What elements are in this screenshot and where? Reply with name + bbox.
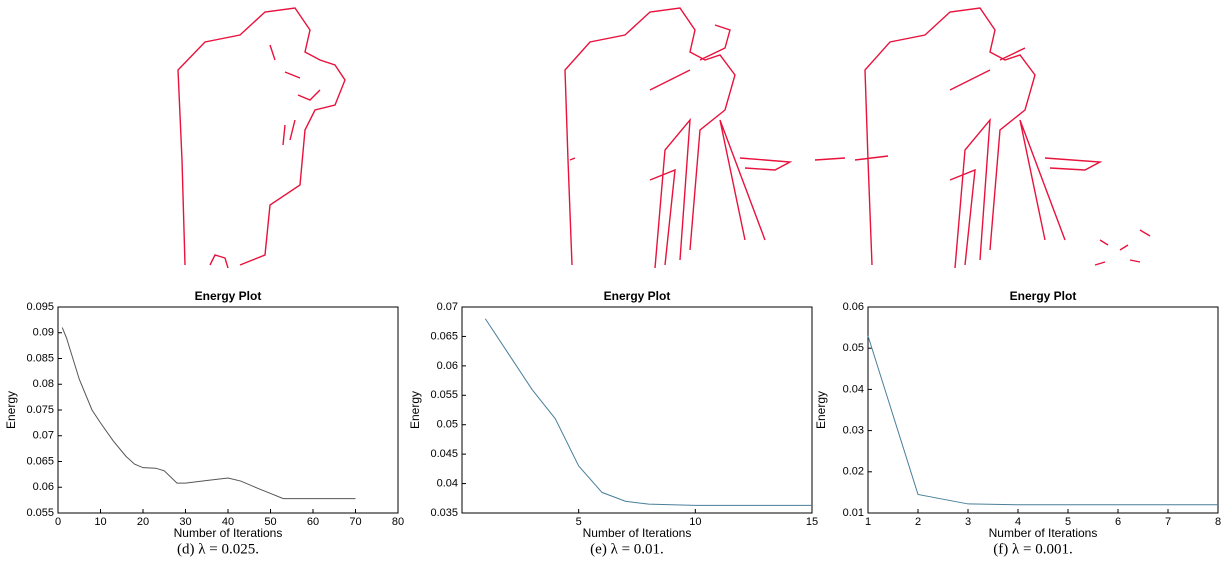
x-tick-label: 6 <box>1115 516 1121 528</box>
y-tick-label: 0.03 <box>843 425 864 437</box>
x-tick-label: 3 <box>965 516 971 528</box>
y-tick-label: 0.06 <box>437 360 458 372</box>
axes-box <box>462 307 812 513</box>
x-tick-label: 5 <box>576 516 582 528</box>
y-tick-label: 0.045 <box>430 448 458 460</box>
y-axis-label: Energy <box>408 391 422 429</box>
edge-image <box>178 8 345 268</box>
x-tick-label: 80 <box>392 516 404 528</box>
figure: 0.0550.060.0650.070.0750.080.0850.090.09… <box>0 0 1230 565</box>
y-tick-label: 0.075 <box>26 404 54 416</box>
x-tick-label: 15 <box>806 516 818 528</box>
x-tick-label: 10 <box>94 516 106 528</box>
y-axis-label: Energy <box>4 391 18 429</box>
y-tick-label: 0.085 <box>26 352 54 364</box>
edge-image <box>865 8 1150 268</box>
y-tick-label: 0.065 <box>430 330 458 342</box>
x-tick-label: 8 <box>1215 516 1221 528</box>
y-tick-label: 0.055 <box>430 389 458 401</box>
y-tick-label: 0.035 <box>430 507 458 519</box>
y-tick-label: 0.04 <box>437 477 458 489</box>
y-tick-label: 0.01 <box>843 507 864 519</box>
y-tick-label: 0.065 <box>26 455 54 467</box>
x-tick-label: 1 <box>865 516 871 528</box>
energy-line <box>485 319 812 506</box>
x-axis-label: Number of Iterations <box>174 526 283 540</box>
chart-title: Energy Plot <box>604 289 671 303</box>
axes-box <box>868 307 1218 513</box>
caption: (e) λ = 0.01. <box>590 541 664 557</box>
x-tick-label: 0 <box>55 516 61 528</box>
energy-line <box>868 336 1218 505</box>
y-axis-label: Energy <box>814 391 828 429</box>
x-tick-label: 2 <box>915 516 921 528</box>
x-tick-label: 60 <box>307 516 319 528</box>
y-tick-label: 0.05 <box>437 419 458 431</box>
y-tick-label: 0.05 <box>843 342 864 354</box>
x-tick-label: 70 <box>349 516 361 528</box>
edge-image <box>565 8 888 268</box>
x-axis-label: Number of Iterations <box>583 526 692 540</box>
y-tick-label: 0.09 <box>33 327 54 339</box>
x-axis-label: Number of Iterations <box>989 526 1098 540</box>
y-tick-label: 0.06 <box>843 301 864 313</box>
x-tick-label: 20 <box>137 516 149 528</box>
y-tick-label: 0.055 <box>26 507 54 519</box>
y-tick-label: 0.07 <box>437 301 458 313</box>
caption: (f) λ = 0.001. <box>993 541 1072 557</box>
y-tick-label: 0.06 <box>33 481 54 493</box>
y-tick-label: 0.08 <box>33 378 54 390</box>
energy-line <box>62 328 355 499</box>
chart-title: Energy Plot <box>195 289 262 303</box>
x-tick-label: 7 <box>1165 516 1171 528</box>
chart-title: Energy Plot <box>1010 289 1077 303</box>
y-tick-label: 0.02 <box>843 466 864 478</box>
y-tick-label: 0.07 <box>33 430 54 442</box>
y-tick-label: 0.095 <box>26 301 54 313</box>
axes-box <box>58 307 398 513</box>
caption: (d) λ = 0.025. <box>177 541 259 557</box>
y-tick-label: 0.04 <box>843 383 864 395</box>
